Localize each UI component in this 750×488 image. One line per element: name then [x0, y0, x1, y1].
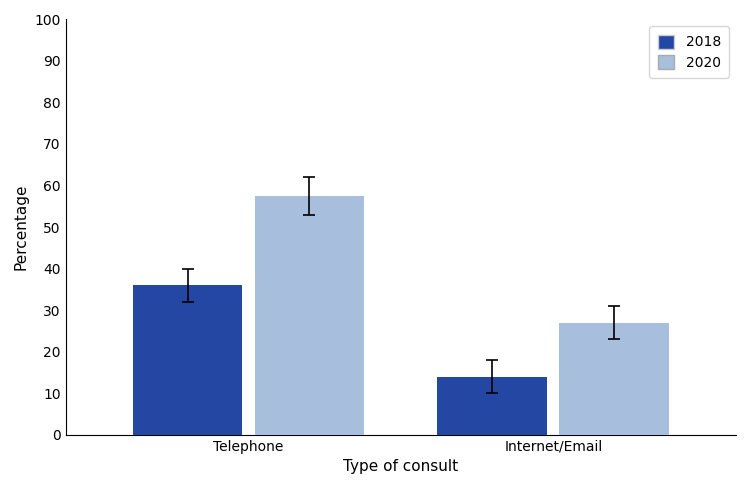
- Bar: [254, 196, 364, 435]
- Legend: 2018, 2020: 2018, 2020: [650, 26, 729, 78]
- Y-axis label: Percentage: Percentage: [14, 184, 29, 270]
- Bar: [133, 285, 242, 435]
- Bar: [437, 377, 548, 435]
- Bar: [560, 323, 669, 435]
- X-axis label: Type of consult: Type of consult: [344, 459, 458, 474]
